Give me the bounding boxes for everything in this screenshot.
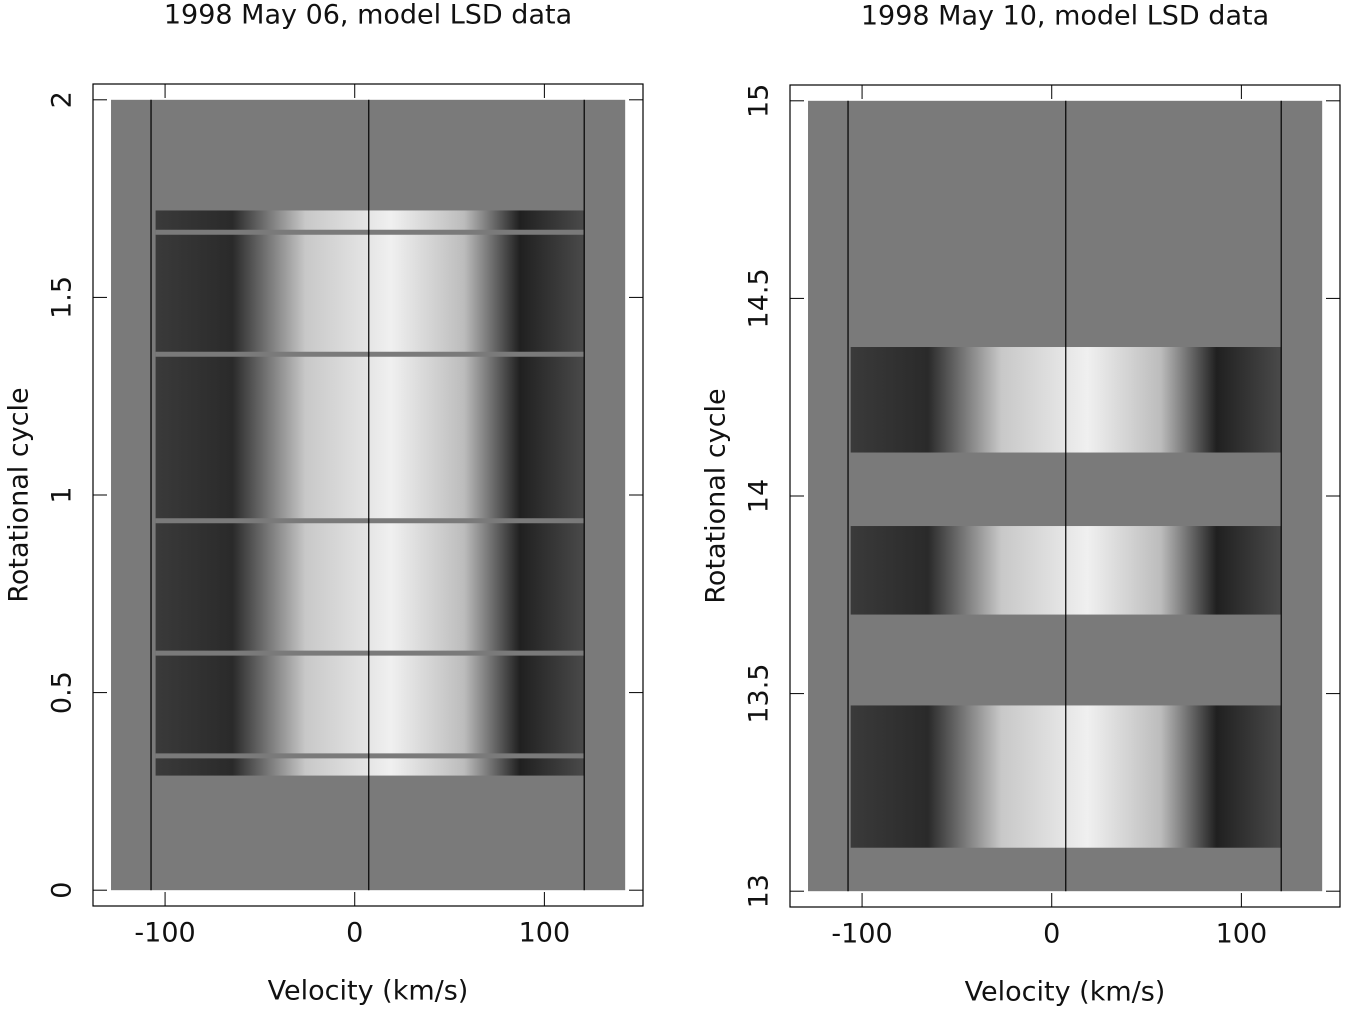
x-tick-label: -100 [134,918,195,949]
y-tick-label: 13 [744,874,775,908]
y-tick-label: 1.5 [47,276,78,319]
y-tick-label: 0.5 [47,671,78,714]
y-tick-label: 15 [744,84,775,118]
x-tick-label: 100 [519,918,571,949]
x-axis-label: Velocity (km/s) [268,976,469,1007]
x-tick-label: 100 [1216,919,1268,950]
x-axis-label: Velocity (km/s) [965,977,1166,1008]
x-tick-label: -100 [831,919,892,950]
y-tick-label: 14 [744,479,775,513]
chart-title: 1998 May 10, model LSD data [861,1,1269,32]
spectrum-band [155,210,585,776]
y-axis-label: Rotational cycle [701,388,732,603]
y-tick-label: 13.5 [744,664,775,724]
y-axis-label: Rotational cycle [4,387,35,602]
y-tick-label: 2 [47,91,78,108]
chart-title: 1998 May 06, model LSD data [164,0,572,31]
y-tick-label: 14.5 [744,268,775,328]
x-tick-label: 0 [346,918,363,949]
y-tick-label: 0 [47,882,78,899]
x-tick-label: 0 [1043,919,1060,950]
y-tick-label: 1 [47,486,78,503]
